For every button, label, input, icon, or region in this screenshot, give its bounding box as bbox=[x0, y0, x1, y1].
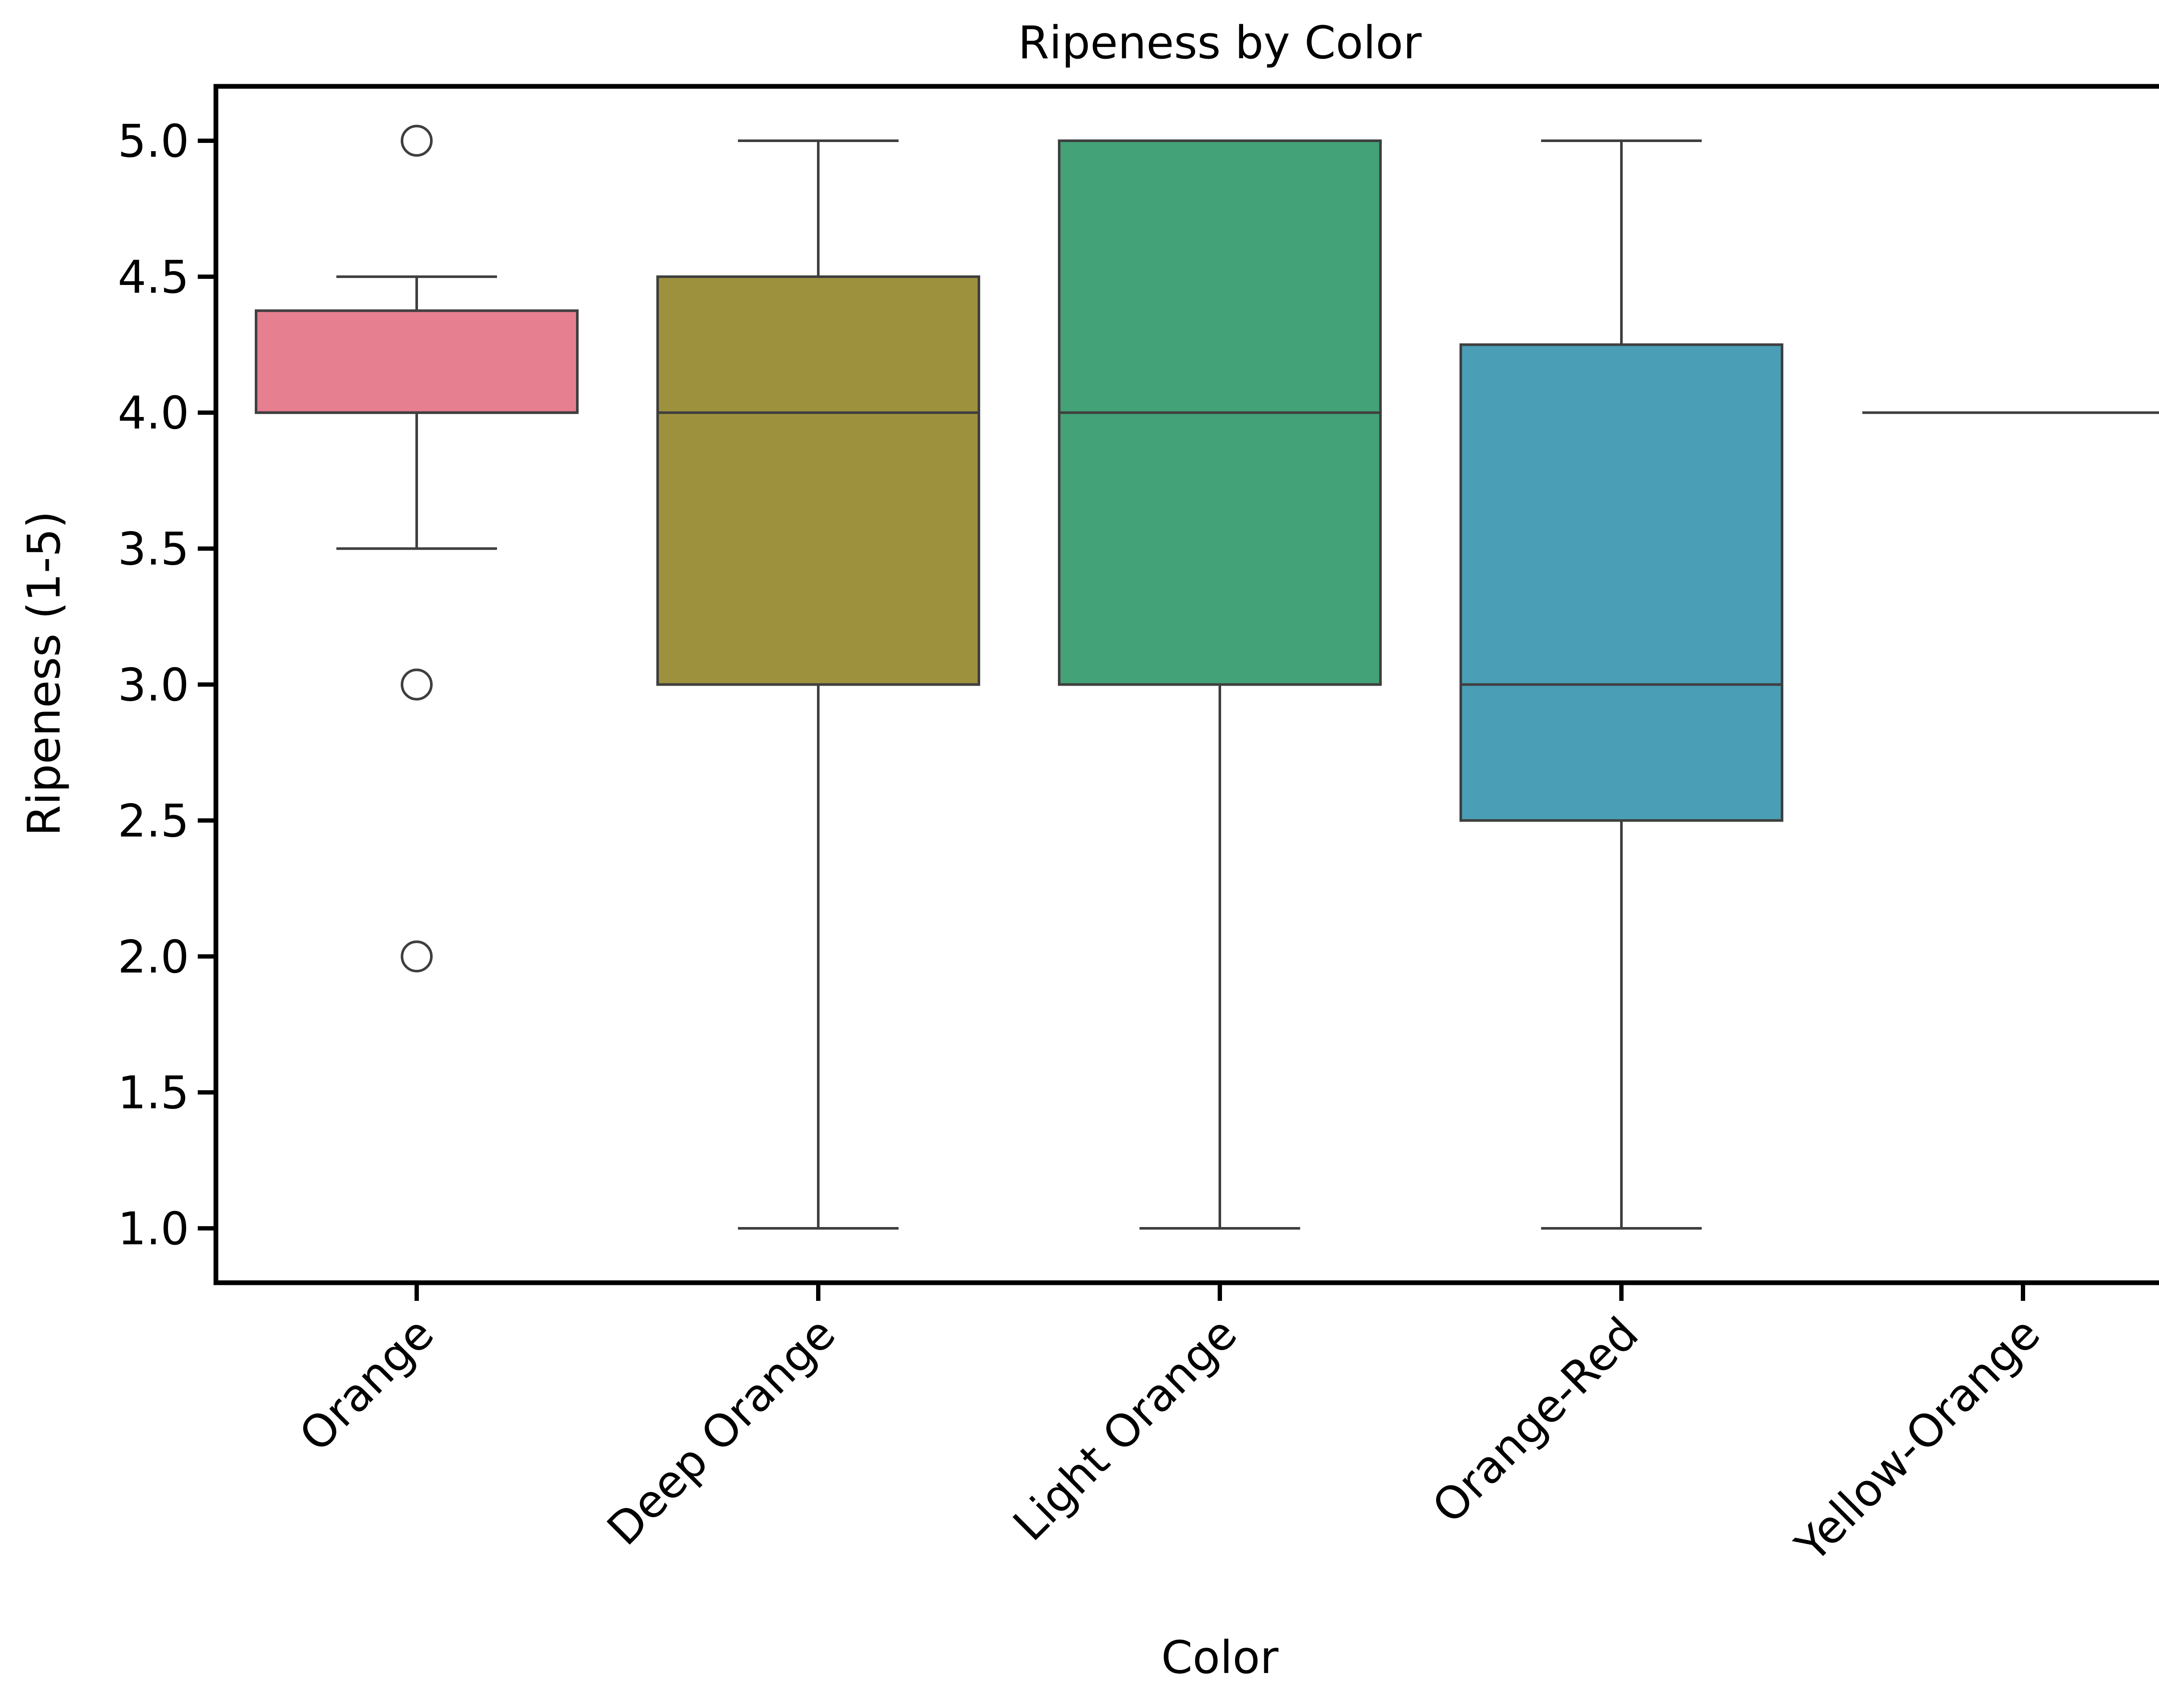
y-tick-label-2: 2.0 bbox=[118, 930, 189, 983]
box-orange-red bbox=[1459, 343, 1783, 822]
x-axis-label: Color bbox=[1161, 1631, 1279, 1684]
y-tick-label-1: 1.5 bbox=[118, 1066, 189, 1119]
y-tick-label-8: 5.0 bbox=[118, 115, 189, 168]
y-axis-label: Ripeness (1-5) bbox=[18, 511, 70, 836]
box-orange bbox=[255, 309, 579, 414]
outlier-point-orange-2 bbox=[401, 940, 433, 973]
plot-frame bbox=[213, 84, 2159, 1285]
outlier-point-orange-0 bbox=[401, 124, 433, 157]
outlier-point-orange-1 bbox=[401, 668, 433, 701]
y-tick-label-7: 4.5 bbox=[118, 251, 189, 304]
y-tick-label-0: 1.0 bbox=[118, 1202, 189, 1255]
chart-title: Ripeness by Color bbox=[1018, 16, 1422, 69]
y-tick-label-3: 2.5 bbox=[118, 794, 189, 847]
y-tick-label-5: 3.5 bbox=[118, 523, 189, 576]
y-tick-label-6: 4.0 bbox=[118, 387, 189, 440]
box-deep-orange bbox=[656, 275, 980, 686]
y-tick-label-4: 3.0 bbox=[118, 659, 189, 712]
